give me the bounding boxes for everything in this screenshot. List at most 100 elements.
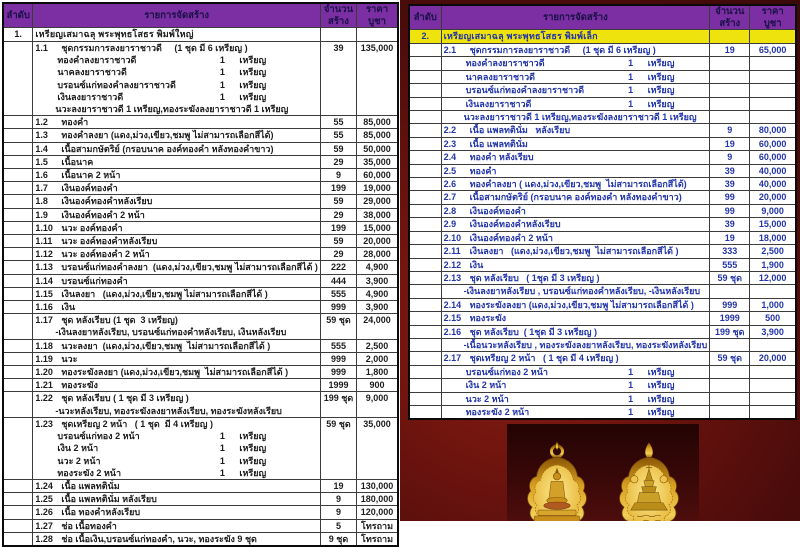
sub-unit: เหรียญ (239, 67, 267, 78)
row-item-text: นวะ องค์ทองคำ (61, 222, 123, 233)
section-price-cell (749, 29, 797, 44)
price-cell: 12,000 (749, 270, 797, 286)
row-item-text: ชุดกรรมการลงยาราชาวดี (1 ชุด มี 6 เหรียญ… (61, 43, 248, 53)
sub-unit: เหรียญ (239, 455, 267, 466)
row-number: 2.14 (443, 299, 462, 310)
row-number-cell (2, 391, 34, 418)
row-number-cell (2, 313, 34, 340)
item-sub-line: บรอนซ์แก่ทองคำลงยาราชาวดี 1 เหรียญ (35, 79, 318, 91)
row-number-cell (2, 492, 34, 507)
row-number-cell (408, 150, 442, 165)
item-cell: 1.28 ช่อ เนื้อเงิน,บรอนซ์แก่ทองคำ, นวะ, ท… (32, 531, 321, 547)
right-table-mount: ลำดับ รายการจัดสร้าง จำนวน สร้าง ราคา บูชา 2. เ… (408, 4, 797, 421)
table-row: 1.12 นวะ องค์ทองคำ 2 หน้า 29 28,000 (2, 247, 399, 262)
row-number-cell (2, 531, 34, 547)
row-item-text: นวะ องค์ทองคำหลังเรียบ (61, 236, 158, 247)
price-cell: 3,900 (356, 300, 399, 315)
sub-unit: เหรียญ (647, 366, 675, 377)
row-item-text: ชุดกรรมการลงยาราชาวดี (1 ชุด มี 6 เหรียญ… (469, 45, 656, 55)
item-main-line: 2.6 ทองคำลงยา ( แดง,ม่วง,เขียว,ชมพู ไม่สา… (443, 179, 708, 190)
sub-count: 1 (628, 393, 634, 404)
item-cell: ทองคำลงยาราชาวดี 1 เหรียญ (440, 56, 711, 71)
table-row: 1.7 เงินองค์ทองคำ 199 19,000 (2, 181, 399, 196)
item-sub-line: บรอนซ์แก่ทองคำลงยาราชาวดี 1 เหรียญ (444, 85, 708, 96)
table-row: 2.13 ชุด หลังเรียบ ( 1ชุด มี 3 เหรียญ ) 59… (408, 270, 797, 286)
sub-name: ทองระฆัง 2 หน้า (57, 467, 121, 478)
table-row: 2.8 เงินองค์ทองคำ 99 9,000 (408, 203, 797, 219)
table-row: 2.1 ชุดกรรมการลงยาราชาวดี (1 ชุด มี 6 เหร… (408, 42, 797, 58)
row-number: 2.16 (443, 326, 462, 337)
qty-cell: 29 (319, 247, 358, 262)
row-number-cell (408, 297, 442, 313)
row-item-text: เนื้อ ทองคำหลังเรียบ (61, 507, 141, 518)
sub-name: เงิน 2 หน้า (57, 443, 99, 454)
price-cell (749, 378, 797, 393)
row-item-text: เงินองค์ทองคำหลังเรียบ (469, 219, 561, 230)
table-row: 2.3 เนื้อ แพลทตินั่ม 19 60,000 (408, 136, 797, 152)
row-number-cell (2, 168, 34, 183)
qty-cell (709, 404, 751, 420)
table-row: 2.16 ชุด หลังเรียบ ( 1ชุด มี 3 เหรียญ ) 19… (408, 324, 797, 339)
row-number: 2.1 (443, 45, 457, 55)
row-number: 1.27 (35, 520, 53, 531)
section-row: 2. เหรียญเสมาฉลุ พระพุทธโสธร พิมพ์เล็ก (408, 29, 797, 44)
row-item-text: เงิน (469, 259, 484, 270)
row-item-text: ช่อ เนื้อเงิน,บรอนซ์แก่ทองคำ, นวะ, ทองระ… (61, 533, 257, 544)
row-number: 2.6 (443, 179, 457, 190)
row-number-cell (408, 364, 442, 380)
col-header-qty: จำนวน สร้าง (709, 4, 751, 30)
price-cell: 4,900 (356, 260, 399, 275)
table-subrow: เงิน 2 หน้า 1 เหรียญ (408, 378, 797, 393)
row-number-cell (2, 247, 34, 262)
price-cell (749, 284, 797, 299)
price-cell: 85,000 (356, 115, 399, 130)
qty-cell: 555 (709, 257, 751, 272)
qty-cell: 333 (709, 244, 751, 259)
price-cell: 60,000 (749, 136, 797, 152)
qty-cell: 55 (319, 128, 358, 143)
item-sub-line: เงินลงยาราชาวดี 1 เหรียญ (444, 98, 708, 109)
sub-count: 1 (219, 431, 225, 442)
price-cell: 20,000 (749, 351, 797, 366)
qty-cell: 19 (709, 136, 751, 152)
qty-cell (709, 284, 751, 299)
row-number: 1.14 (35, 275, 53, 286)
row-number-cell (2, 351, 34, 367)
item-main-line: 1.12 นวะ องค์ทองคำ 2 หน้า (35, 249, 318, 260)
item-cell: ทองระฆัง 2 หน้า 1 เหรียญ (440, 404, 711, 420)
right-maroon-panel: ลำดับ รายการจัดสร้าง จำนวน สร้าง ราคา บูชา 2. เ… (400, 0, 800, 521)
item-cell: 1.6 เนื้อนาค 2 หน้า (32, 168, 321, 183)
table-row: 1.3 ทองคำลงยา (แดง,ม่วง,เขียว,ชมพู ไม่สาม… (2, 128, 399, 143)
sub-name: เงินลงยาราชาวดี (57, 91, 124, 102)
col-header-item: รายการจัดสร้าง (32, 2, 321, 28)
row-number-cell (408, 177, 442, 192)
table-subrow: บรอนซ์แก่ทอง 2 หน้า 1 เหรียญ (408, 364, 797, 380)
sub-name: บรอนซ์แก่ทองคำลงยาราชาวดี (57, 79, 176, 90)
item-cell: 2.13 ชุด หลังเรียบ ( 1ชุด มี 3 เหรียญ ) (440, 270, 711, 286)
left-table-mount: ลำดับ รายการจัดสร้าง จำนวน สร้าง ราคา บูชา 1. เ… (2, 2, 399, 547)
row-item-text: ช่อ เนื้อทองคำ (61, 520, 117, 531)
col-header-qty: จำนวน สร้าง (319, 2, 358, 28)
item-cell: 2.17 ชุดเหรียญ 2 หน้า ( 1 ชุด มี 4 เหรียญ… (440, 351, 711, 366)
row-number: 1.22 (35, 393, 53, 404)
table-row: 1.19 นวะ 999 2,000 (2, 351, 399, 367)
item-sub-line: ทองคำลงยาราชาวดี 1 เหรียญ (35, 54, 318, 66)
table-row: 1.17 ชุด หลังเรียบ (1 ชุด 3 เหรียญ) -เงินล… (2, 313, 399, 340)
qty-cell (709, 378, 751, 393)
item-cell: 1.8 เงินองค์ทองคำหลังเรียบ (32, 194, 321, 209)
row-number-cell (408, 270, 442, 286)
sub-name: ทองระฆัง 2 หน้า (465, 406, 530, 417)
qty-cell: 59 (319, 194, 358, 209)
item-main-line: 1.23 ชุดเหรียญ 2 หน้า ( 1 ชุด มี 4 เหรียญ… (35, 418, 318, 430)
item-cell: 2.10 เงินองค์ทองคำ 2 หน้า (440, 230, 711, 246)
table-row: 2.6 ทองคำลงยา ( แดง,ม่วง,เขียว,ชมพู ไม่สา… (408, 177, 797, 192)
price-cell (749, 391, 797, 406)
price-cell: 4,900 (356, 286, 399, 302)
row-item-text: นวะ องค์ทองคำ 2 หน้า (61, 249, 150, 260)
qty-cell: 29 (319, 207, 358, 222)
row-number-cell (2, 234, 34, 249)
sub-name: นวะ 2 หน้า (57, 455, 101, 466)
item-cell: บรอนซ์แก่ทองคำลงยาราชาวดี 1 เหรียญ (440, 83, 711, 98)
table-subrow: นวะ 2 หน้า 1 เหรียญ (408, 391, 797, 406)
price-cell: 80,000 (749, 123, 797, 138)
